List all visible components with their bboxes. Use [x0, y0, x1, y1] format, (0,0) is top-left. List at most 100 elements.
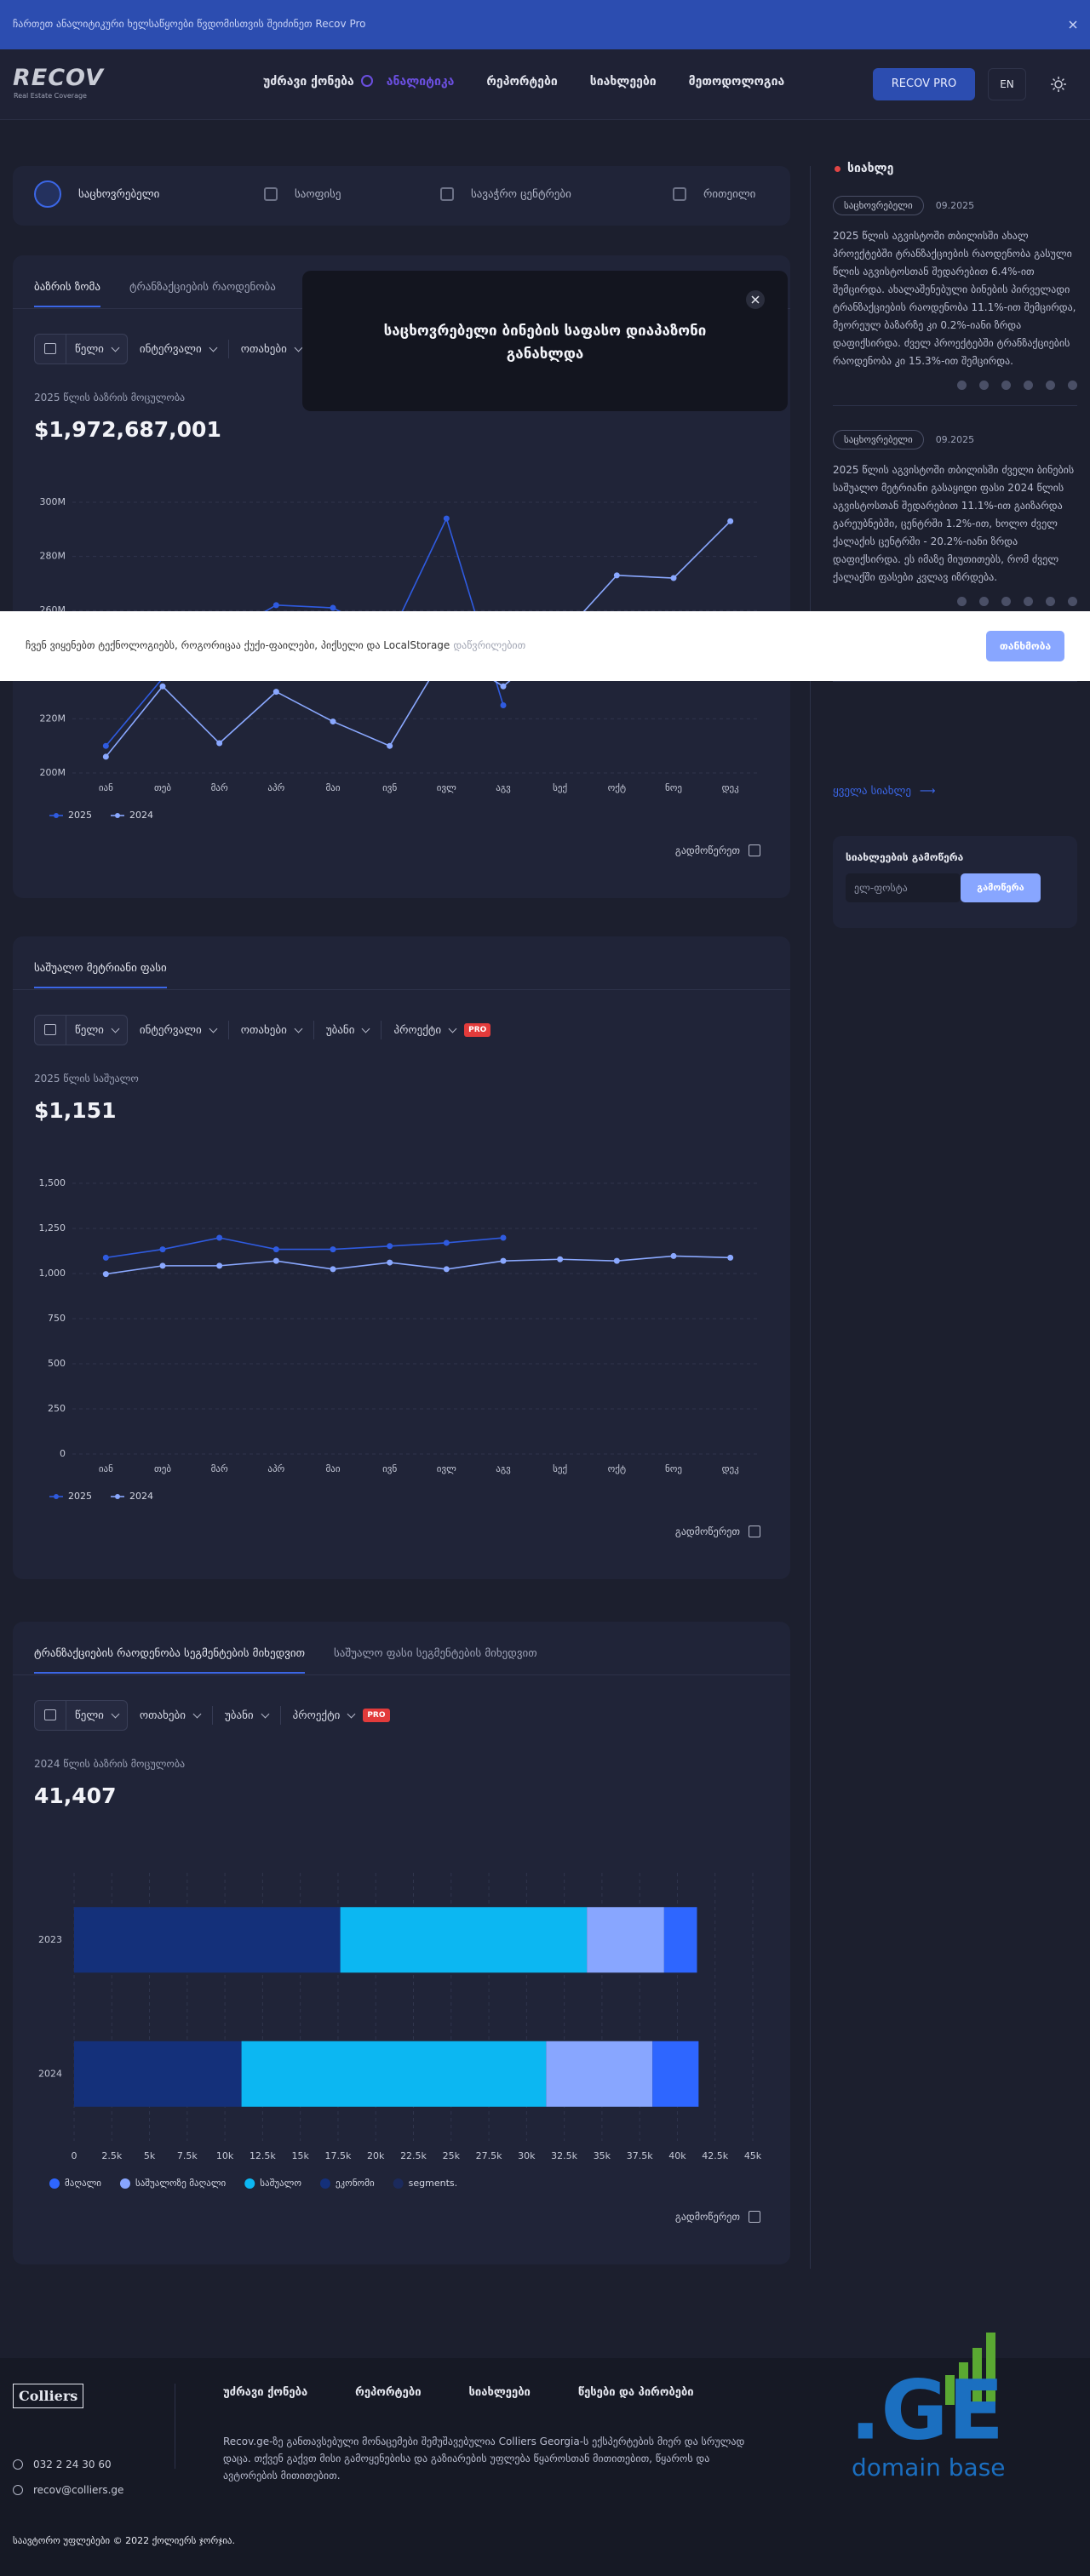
point	[216, 1262, 223, 1269]
wm-bar	[945, 2375, 955, 2405]
lang-switch[interactable]: EN	[988, 68, 1026, 100]
download[interactable]: გადმოწერეთ	[675, 1526, 760, 1537]
footer-link[interactable]: რეპორტები	[355, 2386, 422, 2399]
chevron	[111, 1709, 120, 1718]
filters: წელი ინტერვალი ოთახები	[34, 334, 313, 364]
filter[interactable]: ოთახები	[140, 1706, 212, 1725]
nav-link[interactable]: უძრავი ქონება	[263, 75, 354, 89]
news-text[interactable]: 2025 წლის აგვისტოში თბილისში ახალ პროექტ…	[833, 230, 1076, 367]
share-icon[interactable]	[979, 597, 989, 606]
share-icon[interactable]	[1046, 597, 1055, 606]
filter[interactable]: წელი	[34, 1700, 128, 1731]
share-icon[interactable]	[1046, 381, 1055, 390]
nav-link[interactable]: მეთოდოლოგია	[688, 75, 785, 89]
category-tab[interactable]: სავაჭრო ცენტრები	[440, 187, 571, 201]
divider	[13, 1674, 790, 1675]
download[interactable]: გადმოწერეთ	[675, 844, 760, 856]
share-icon[interactable]	[957, 597, 967, 606]
chart-total: $1,151	[34, 1098, 117, 1123]
cookie-link[interactable]: დაწვრილებით	[453, 639, 526, 651]
filter[interactable]: პროექტი	[381, 1021, 468, 1039]
share-icon[interactable]	[1024, 381, 1033, 390]
x-tick-label: თებ	[154, 782, 171, 793]
category-tab[interactable]: საცხოვრებელი	[34, 180, 160, 208]
share-icon[interactable]	[1068, 381, 1077, 390]
y-tick-label: 2024	[38, 2068, 62, 2079]
tab[interactable]: საშუალო მეტრიანი ფასი	[34, 962, 167, 988]
footer-link[interactable]: წესები და პირობები	[577, 2386, 694, 2399]
legend-swatch	[119, 2178, 130, 2189]
legend-swatch	[319, 2178, 330, 2189]
footer-link[interactable]: უძრავი ქონება	[223, 2386, 308, 2399]
category-icon	[264, 187, 278, 201]
tab[interactable]: ბაზრის ზომა	[34, 281, 100, 307]
category-tab[interactable]: საოფისე	[264, 187, 341, 201]
nav-link[interactable]: ანალიტიკა	[360, 75, 455, 89]
theme-toggle[interactable]	[1051, 77, 1066, 92]
filter[interactable]: უბანი	[212, 1706, 280, 1725]
filter[interactable]: პროექტი	[279, 1706, 367, 1725]
news-tag[interactable]: საცხოვრებელი	[833, 430, 924, 449]
x-tick-label: ივლ	[437, 1463, 456, 1474]
filter[interactable]: ოთახები	[227, 1021, 313, 1039]
point	[216, 1234, 223, 1241]
email-input[interactable]: ელ-ფოსტა	[846, 873, 961, 902]
point	[500, 702, 507, 708]
email[interactable]: recov@colliers.ge	[13, 2484, 123, 2496]
subscribe-button[interactable]: გამოწერა	[961, 873, 1041, 902]
share-icon[interactable]	[1068, 597, 1077, 606]
filter-label: პროექტი	[292, 1709, 341, 1722]
share-icon[interactable]	[957, 381, 967, 390]
share-icon[interactable]	[1024, 597, 1033, 606]
x-tick-label: იან	[99, 782, 113, 793]
download[interactable]: გადმოწერეთ	[675, 2211, 760, 2223]
filter-label: ოთახები	[240, 1023, 287, 1037]
point	[500, 1257, 507, 1264]
chevron	[209, 1024, 218, 1033]
filter[interactable]: წელი	[34, 1015, 128, 1045]
chevron	[362, 1024, 370, 1033]
phone: 032 2 24 30 60	[13, 2459, 112, 2470]
banner-close[interactable]	[1069, 20, 1077, 29]
news-list: საცხოვრებელი 09.2025 2025 წლის აგვისტოში თ…	[833, 196, 1077, 682]
pro-button[interactable]: RECOV PRO	[873, 68, 975, 100]
filter[interactable]: ინტერვალი	[140, 340, 228, 358]
filter[interactable]: ინტერვალი	[140, 1021, 228, 1039]
news-tag[interactable]: საცხოვრებელი	[833, 196, 924, 215]
logo[interactable]: RECOV	[13, 65, 104, 91]
chevron	[111, 1024, 120, 1033]
footer-text: Recov.ge-ზე განთავსებული მონაცემები შემუ…	[223, 2436, 745, 2482]
legend-item: 2025	[49, 1491, 92, 1502]
filter[interactable]: წელი	[34, 334, 128, 364]
x-tick-label: 5k	[144, 2150, 156, 2161]
news-text[interactable]: 2025 წლის აგვისტოში თბილისში ძველი ბინებ…	[833, 464, 1075, 583]
filter[interactable]: ოთახები	[227, 340, 313, 358]
x-tick-label: 27.5k	[476, 2150, 502, 2161]
chart-total: $1,972,687,001	[34, 417, 221, 442]
bar-segment	[74, 1907, 341, 1973]
category-tab[interactable]: რითეილი	[673, 187, 755, 201]
filter-label: წელი	[75, 1709, 104, 1722]
cookie-accept[interactable]: თანხმობა	[986, 631, 1064, 661]
all-news-link[interactable]: ყველა სიახლე	[833, 785, 936, 798]
share-icon[interactable]	[979, 381, 989, 390]
share-icon[interactable]	[1001, 381, 1011, 390]
modal-close[interactable]	[745, 289, 766, 310]
nav-link[interactable]: რეპორტები	[486, 75, 558, 89]
tab[interactable]: ტრანზაქციების რაოდენობა სეგმენტების მიხე…	[34, 1647, 306, 1674]
point	[443, 1266, 450, 1273]
filter[interactable]: უბანი	[313, 1021, 382, 1039]
point	[102, 1271, 109, 1278]
x-tick-label: მაი	[325, 782, 340, 793]
chart-card: საშუალო მეტრიანი ფასი წელი ინტერვალი ოთახებ…	[13, 936, 790, 1579]
tab[interactable]: საშუალო ფასი სეგმენტების მიხედვით	[334, 1647, 537, 1660]
legend-label: ეკონომი	[336, 2178, 375, 2189]
colliers-logo: Colliers	[13, 2384, 84, 2408]
tab[interactable]: ტრანზაქციების რაოდენობა	[129, 281, 276, 294]
nav-link[interactable]: სიახლეები	[589, 75, 657, 89]
wm-bar	[972, 2348, 982, 2405]
footer-link[interactable]: სიახლეები	[468, 2386, 531, 2399]
category-label: საცხოვრებელი	[78, 187, 160, 201]
share-icon[interactable]	[1001, 597, 1011, 606]
chart-total: 41,407	[34, 1783, 117, 1808]
